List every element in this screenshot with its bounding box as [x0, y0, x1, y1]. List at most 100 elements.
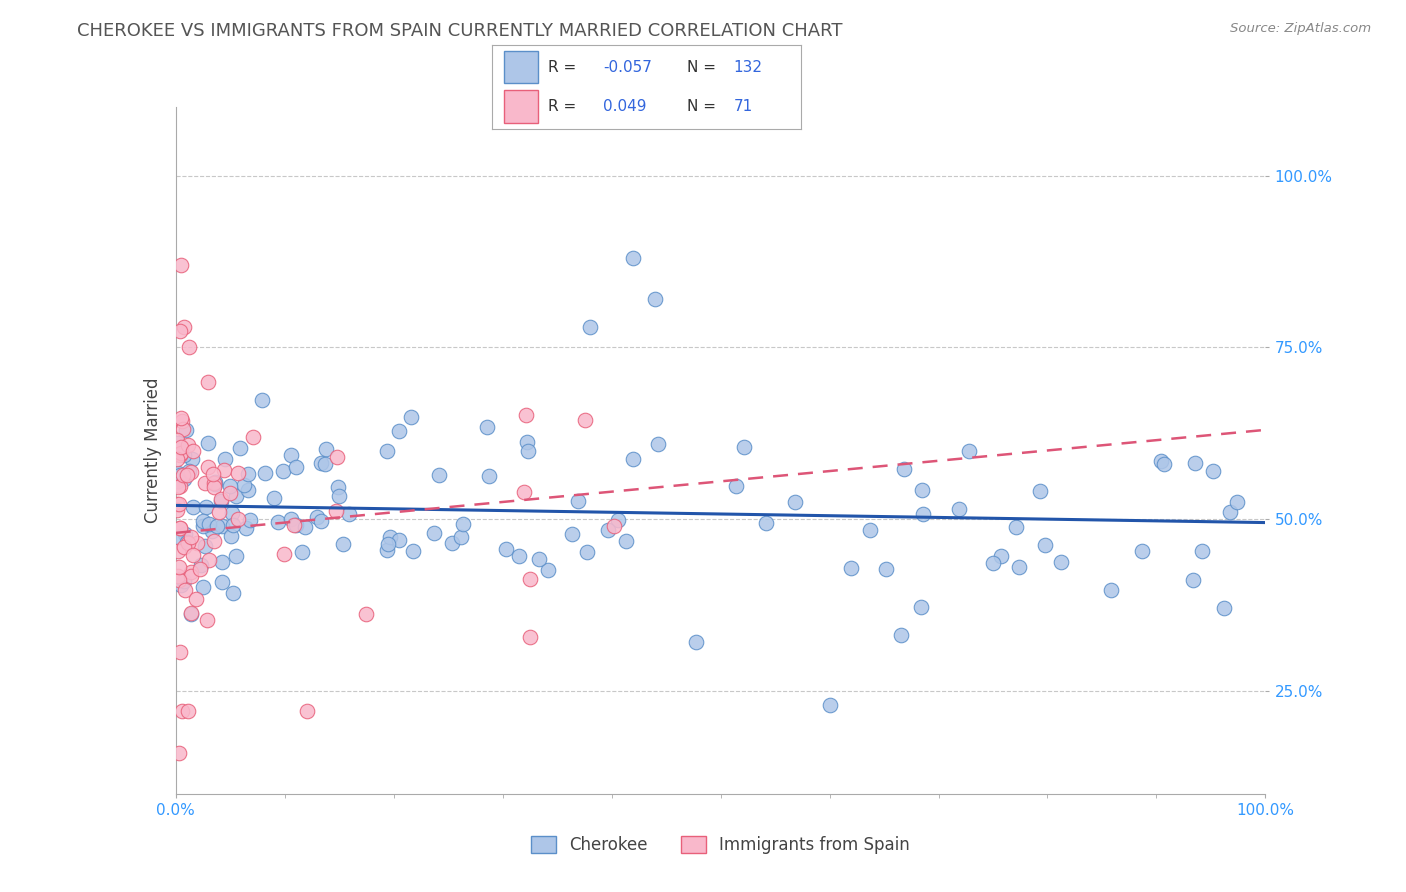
Point: [226, 466, 249, 480]
Point: [195, 500, 218, 514]
Point: [267, 515, 290, 529]
Point: [170, 414, 193, 428]
Point: [375, 444, 398, 458]
Point: [574, 413, 596, 427]
Text: Source: ZipAtlas.com: Source: ZipAtlas.com: [1230, 22, 1371, 36]
Point: [167, 475, 190, 489]
Point: [173, 448, 195, 462]
Point: [172, 421, 194, 435]
Point: [172, 705, 194, 719]
Text: CHEROKEE VS IMMIGRANTS FROM SPAIN CURRENTLY MARRIED CORRELATION CHART: CHEROKEE VS IMMIGRANTS FROM SPAIN CURREN…: [77, 22, 842, 40]
Point: [598, 523, 620, 537]
Point: [1132, 543, 1154, 558]
Point: [263, 491, 285, 506]
Point: [194, 539, 217, 553]
Point: [513, 485, 536, 500]
Point: [169, 578, 191, 592]
Point: [517, 443, 540, 458]
Text: R =: R =: [548, 99, 576, 114]
Point: [733, 440, 755, 454]
Point: [495, 541, 517, 556]
Point: [202, 533, 225, 548]
Point: [1049, 555, 1071, 569]
Point: [169, 479, 191, 493]
Point: [166, 480, 188, 494]
Point: [167, 746, 190, 760]
Point: [948, 502, 970, 516]
Point: [724, 479, 747, 493]
Point: [1029, 483, 1052, 498]
Point: [176, 467, 198, 482]
Point: [475, 419, 498, 434]
Point: [291, 545, 314, 559]
Point: [193, 519, 215, 533]
Point: [332, 537, 354, 551]
Point: [177, 464, 200, 478]
Point: [311, 514, 333, 528]
Point: [284, 518, 307, 533]
FancyBboxPatch shape: [505, 51, 538, 83]
Point: [859, 523, 882, 537]
Point: [755, 516, 778, 531]
Point: [211, 518, 233, 533]
Point: [1202, 464, 1225, 478]
Point: [1004, 520, 1026, 534]
Y-axis label: Currently Married: Currently Married: [143, 377, 162, 524]
Point: [180, 565, 202, 579]
Point: [235, 521, 257, 535]
Point: [294, 520, 316, 534]
Point: [325, 504, 347, 518]
Point: [283, 518, 305, 533]
Point: [579, 319, 602, 334]
Point: [166, 497, 188, 511]
Point: [167, 544, 190, 558]
Point: [537, 564, 560, 578]
Point: [785, 494, 807, 508]
Point: [238, 467, 260, 481]
Point: [167, 467, 190, 481]
FancyBboxPatch shape: [505, 90, 538, 122]
Text: 0.049: 0.049: [603, 99, 647, 114]
Point: [1213, 601, 1236, 615]
Point: [515, 408, 537, 422]
Point: [173, 527, 195, 541]
Point: [328, 488, 350, 502]
Point: [180, 606, 202, 620]
Point: [177, 438, 200, 452]
Text: R =: R =: [548, 60, 576, 75]
Point: [236, 483, 259, 497]
Point: [170, 411, 193, 425]
Text: N =: N =: [688, 99, 716, 114]
Point: [173, 574, 195, 588]
Point: [478, 469, 501, 483]
Point: [169, 645, 191, 659]
Point: [225, 489, 247, 503]
Point: [212, 462, 235, 476]
Point: [167, 559, 190, 574]
Point: [576, 545, 599, 559]
Point: [402, 544, 425, 558]
Point: [181, 548, 204, 562]
Point: [516, 435, 538, 450]
Point: [621, 251, 644, 265]
Point: [195, 613, 218, 627]
Point: [209, 492, 232, 507]
Point: [194, 476, 217, 491]
Point: [990, 549, 1012, 564]
Point: [197, 376, 219, 390]
Point: [204, 477, 226, 491]
Point: [957, 443, 980, 458]
Point: [221, 506, 243, 520]
Point: [875, 562, 897, 576]
Point: [451, 517, 474, 532]
Point: [197, 435, 219, 450]
Point: [169, 521, 191, 535]
Point: [172, 467, 194, 482]
Point: [422, 525, 444, 540]
Point: [1184, 456, 1206, 470]
Point: [337, 507, 360, 521]
Point: [226, 512, 249, 526]
Point: [401, 410, 423, 425]
Point: [911, 483, 934, 497]
Point: [193, 514, 215, 528]
